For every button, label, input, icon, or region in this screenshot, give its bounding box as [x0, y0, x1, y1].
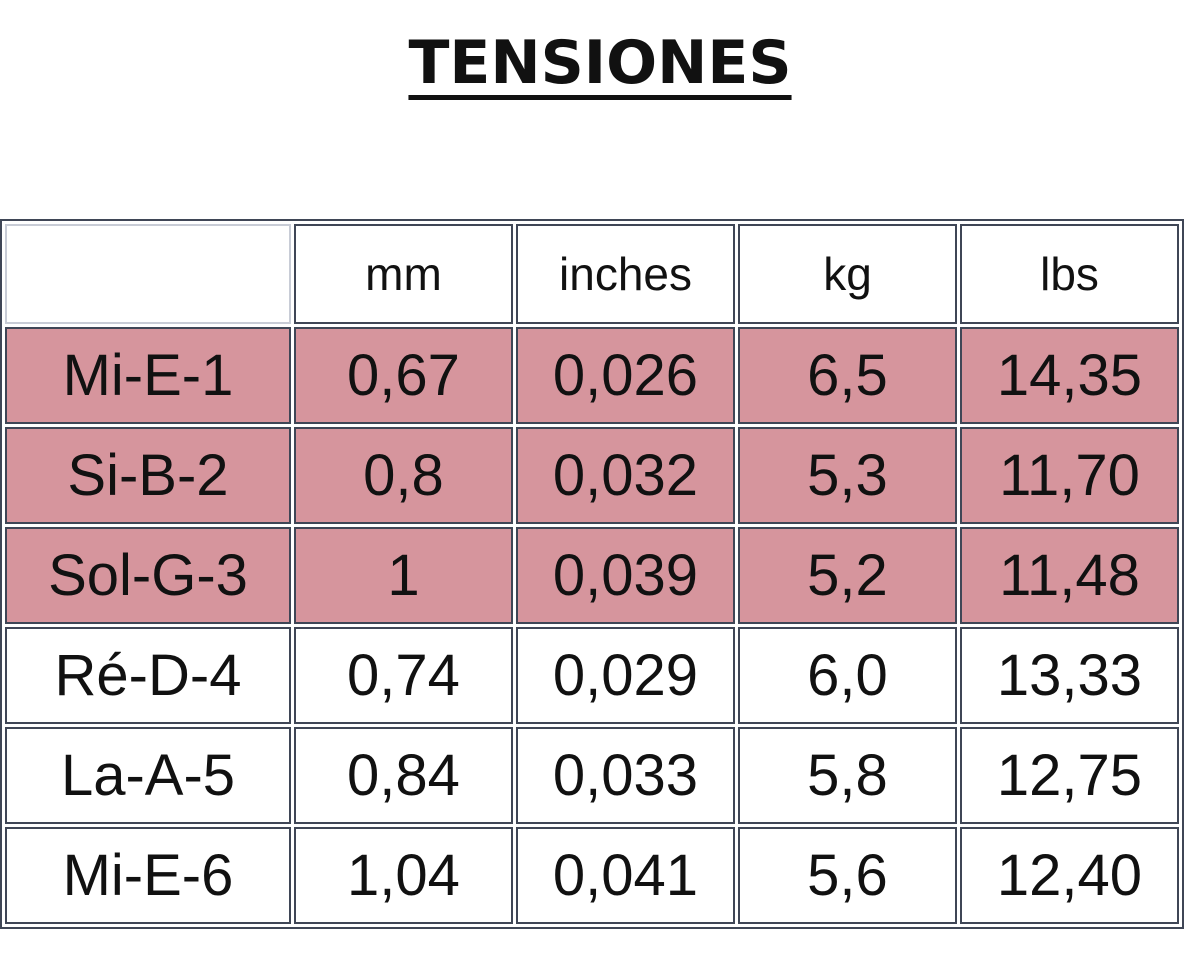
value-cell: 0,039: [516, 527, 735, 624]
title-text: TENSIONES: [408, 28, 792, 98]
value-cell: 0,84: [294, 727, 513, 824]
column-header: kg: [738, 224, 957, 324]
value-cell: 0,032: [516, 427, 735, 524]
value-cell: 5,2: [738, 527, 957, 624]
string-label: La-A-5: [5, 727, 291, 824]
table-body: Mi-E-1 0,67 0,026 6,5 14,35 Si-B-2 0,8 0,032 5,3…: [5, 327, 1179, 924]
string-label: Si-B-2: [5, 427, 291, 524]
value-cell: 0,041: [516, 827, 735, 924]
value-cell: 12,40: [960, 827, 1179, 924]
string-label: Sol-G-3: [5, 527, 291, 624]
value-cell: 5,3: [738, 427, 957, 524]
value-cell: 13,33: [960, 627, 1179, 724]
value-cell: 0,8: [294, 427, 513, 524]
table-row: Si-B-2 0,8 0,032 5,3 11,70: [5, 427, 1179, 524]
column-header: lbs: [960, 224, 1179, 324]
title: TENSIONES: [0, 28, 1200, 98]
table-row: Mi-E-6 1,04 0,041 5,6 12,40: [5, 827, 1179, 924]
value-cell: 12,75: [960, 727, 1179, 824]
value-cell: 14,35: [960, 327, 1179, 424]
value-cell: 5,6: [738, 827, 957, 924]
value-cell: 11,70: [960, 427, 1179, 524]
column-header: mm: [294, 224, 513, 324]
value-cell: 1,04: [294, 827, 513, 924]
value-cell: 11,48: [960, 527, 1179, 624]
value-cell: 0,026: [516, 327, 735, 424]
string-label: Mi-E-6: [5, 827, 291, 924]
string-label: Ré-D-4: [5, 627, 291, 724]
table-row: La-A-5 0,84 0,033 5,8 12,75: [5, 727, 1179, 824]
value-cell: 6,5: [738, 327, 957, 424]
header-row: mm inches kg lbs: [5, 224, 1179, 324]
header-corner: [5, 224, 291, 324]
value-cell: 6,0: [738, 627, 957, 724]
table-row: Sol-G-3 1 0,039 5,2 11,48: [5, 527, 1179, 624]
value-cell: 5,8: [738, 727, 957, 824]
value-cell: 0,67: [294, 327, 513, 424]
column-header: inches: [516, 224, 735, 324]
table-row: Ré-D-4 0,74 0,029 6,0 13,33: [5, 627, 1179, 724]
value-cell: 0,033: [516, 727, 735, 824]
tension-table: mm inches kg lbs Mi-E-1 0,67 0,026 6,5 14,35 Si-…: [0, 219, 1184, 929]
string-label: Mi-E-1: [5, 327, 291, 424]
value-cell: 0,029: [516, 627, 735, 724]
value-cell: 0,74: [294, 627, 513, 724]
table-row: Mi-E-1 0,67 0,026 6,5 14,35: [5, 327, 1179, 424]
value-cell: 1: [294, 527, 513, 624]
